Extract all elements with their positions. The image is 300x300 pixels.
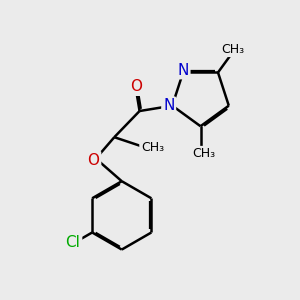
Text: N: N bbox=[163, 98, 174, 113]
Text: O: O bbox=[88, 153, 100, 168]
Text: Cl: Cl bbox=[66, 235, 80, 250]
Text: CH₃: CH₃ bbox=[141, 141, 164, 154]
Text: CH₃: CH₃ bbox=[193, 147, 216, 161]
Text: CH₃: CH₃ bbox=[221, 43, 244, 56]
Text: O: O bbox=[130, 79, 142, 94]
Text: N: N bbox=[177, 63, 189, 78]
